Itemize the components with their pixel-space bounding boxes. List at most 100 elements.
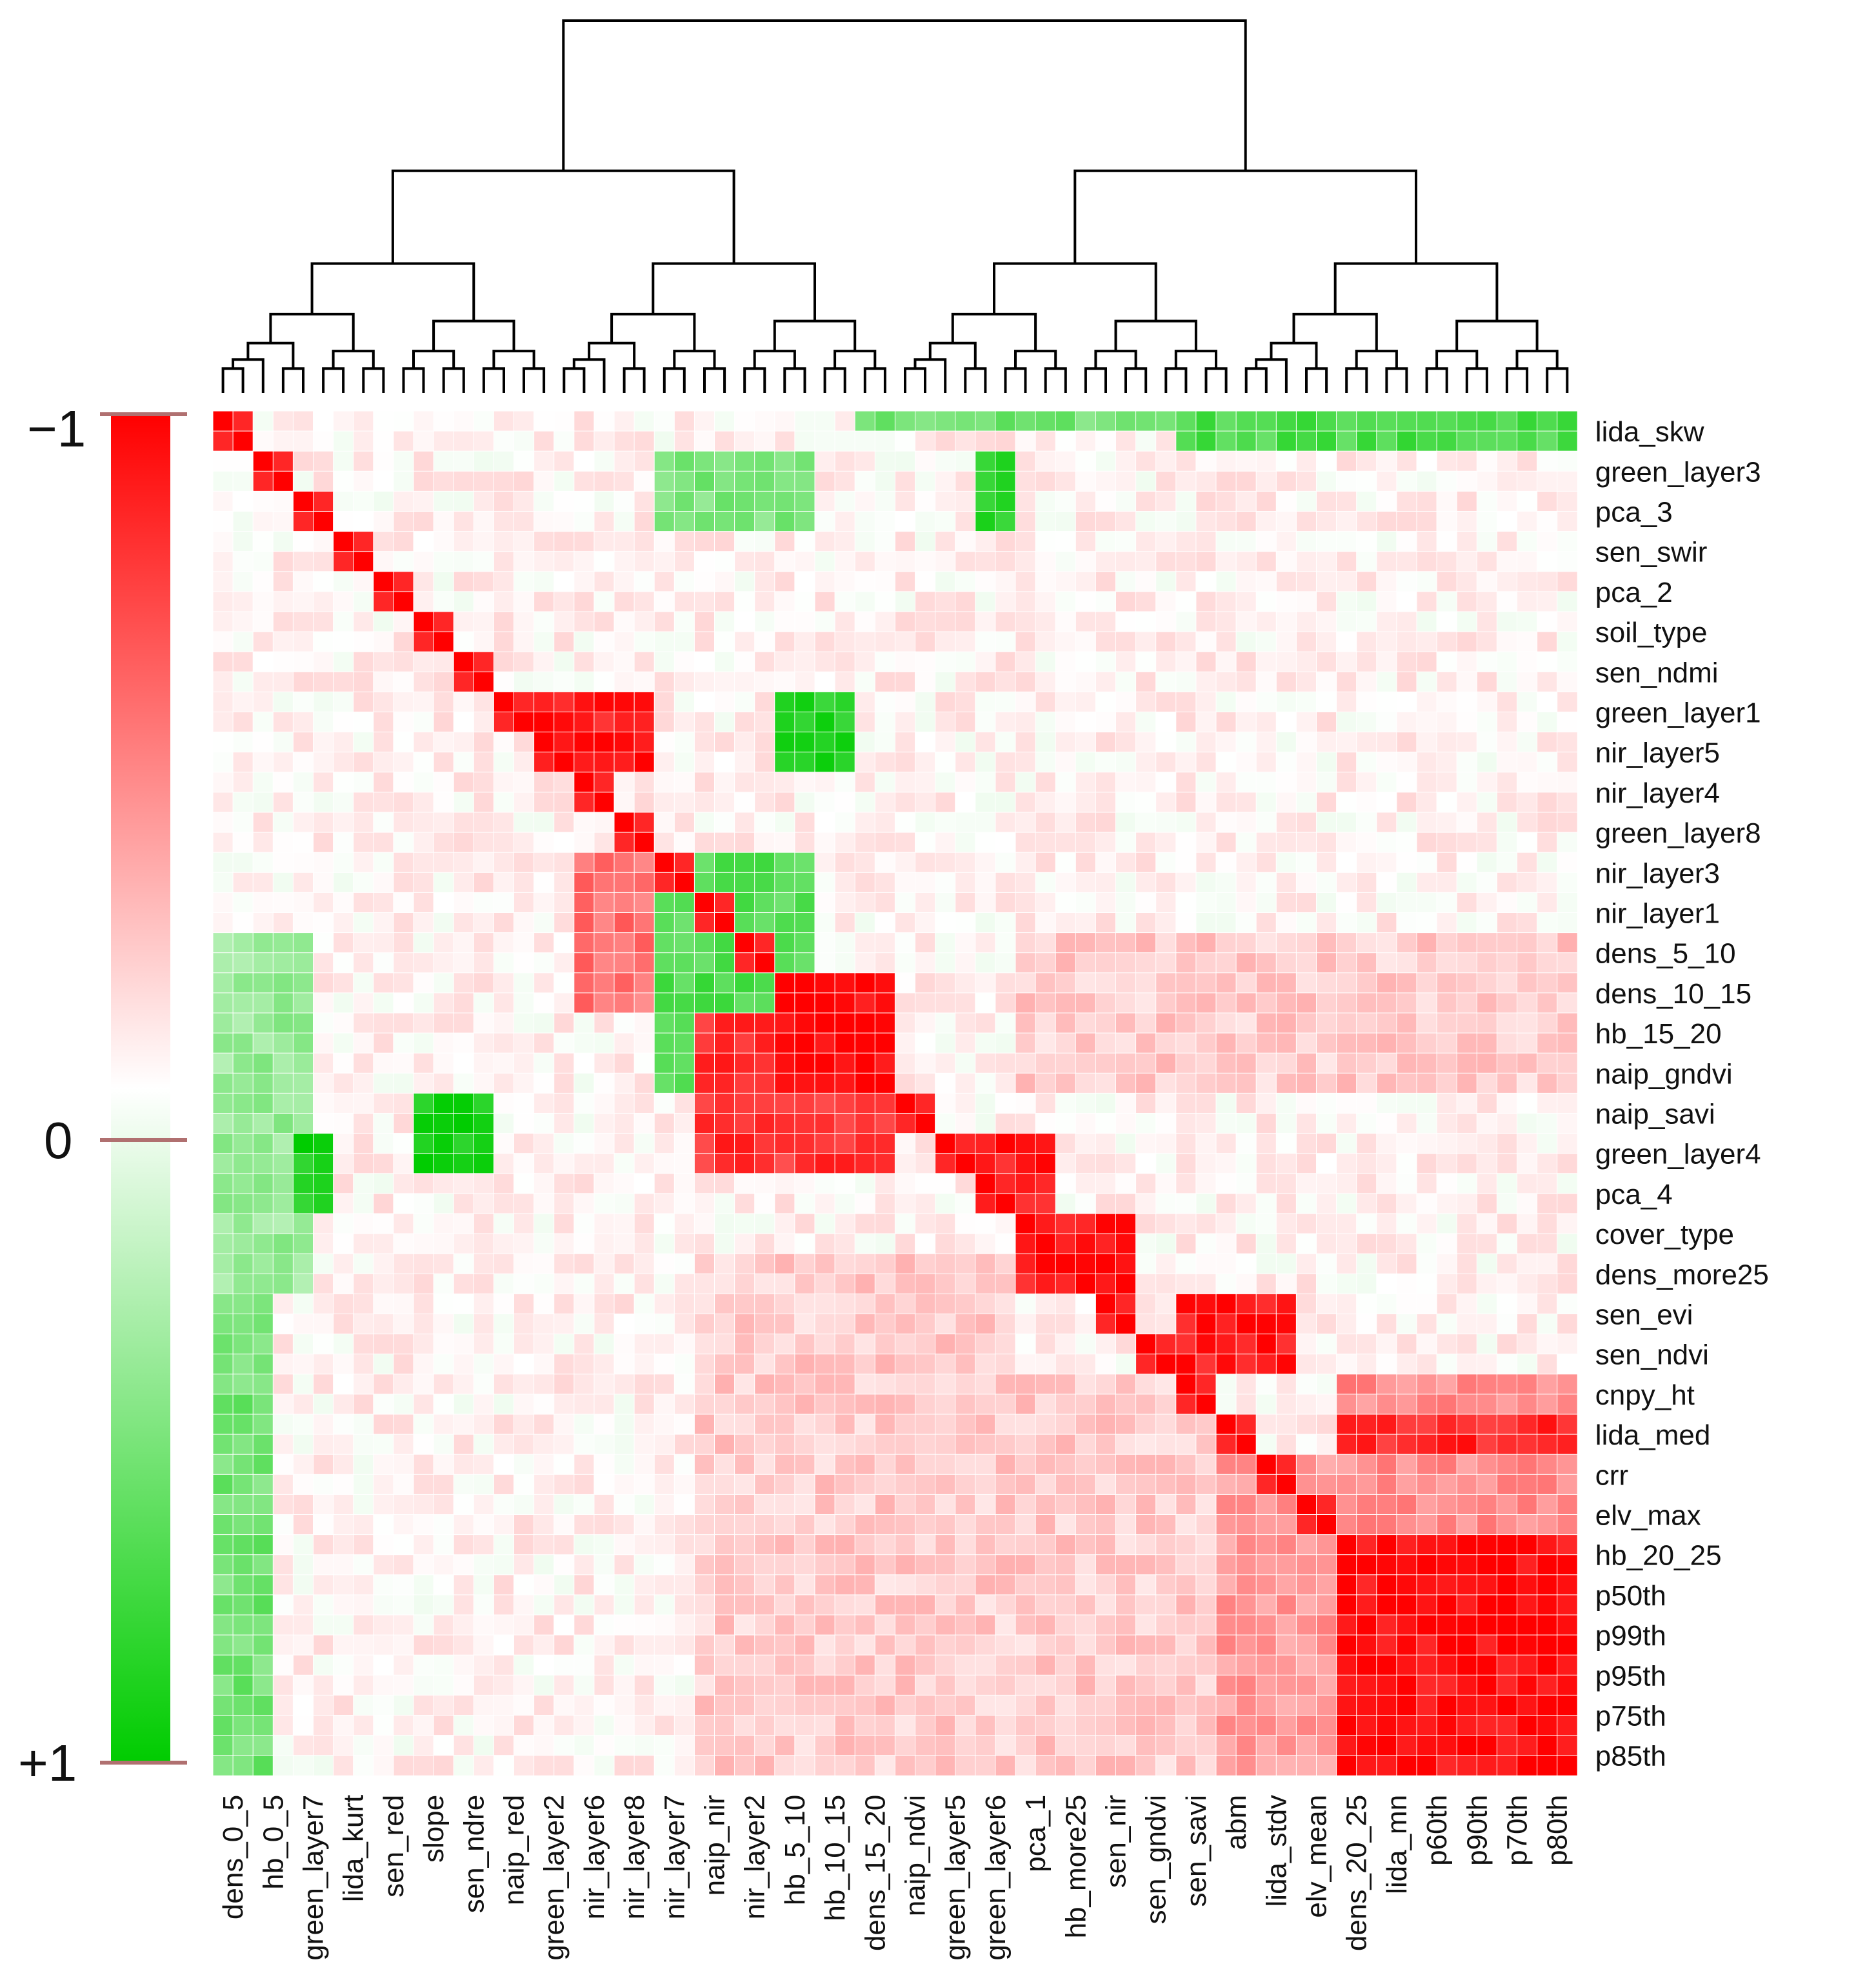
heatmap-cell: [473, 1133, 495, 1154]
heatmap-cell: [995, 1534, 1017, 1556]
heatmap-cell: [1055, 972, 1077, 994]
heatmap-cell: [1537, 1374, 1558, 1395]
heatmap-cell: [1356, 1253, 1377, 1275]
heatmap-cell: [514, 1374, 535, 1395]
heatmap-cell: [894, 551, 916, 572]
heatmap-cell: [292, 1153, 314, 1174]
heatmap-cell: [373, 1534, 394, 1556]
heatmap-cell: [674, 490, 695, 512]
heatmap-cell: [594, 430, 615, 452]
heatmap-cell: [694, 752, 715, 773]
heatmap-cell: [854, 792, 876, 814]
heatmap-cell: [1376, 1434, 1397, 1456]
heatmap-cell: [935, 1494, 956, 1516]
heatmap-cell: [1115, 892, 1137, 914]
heatmap-cell: [1275, 992, 1297, 1014]
heatmap-cell: [1255, 490, 1277, 512]
heatmap-cell: [794, 972, 816, 994]
heatmap-cell: [1557, 752, 1578, 773]
heatmap-cell: [1195, 1213, 1217, 1235]
heatmap-cell: [935, 1414, 956, 1436]
heatmap-cell: [654, 1213, 675, 1235]
heatmap-cell: [272, 1233, 294, 1255]
heatmap-cell: [433, 972, 455, 994]
heatmap-cell: [473, 1674, 495, 1696]
heatmap-cell: [493, 1374, 515, 1395]
heatmap-cell: [313, 1634, 334, 1656]
heatmap-cell: [654, 952, 675, 974]
heatmap-cell: [634, 611, 655, 633]
heatmap-cell: [955, 1113, 976, 1134]
heatmap-cell: [1115, 1534, 1137, 1556]
heatmap-cell: [232, 1674, 254, 1696]
heatmap-cell: [935, 1735, 956, 1756]
heatmap-cell: [1376, 752, 1397, 773]
heatmap-cell: [1396, 812, 1417, 834]
heatmap-cell: [373, 490, 394, 512]
heatmap-cell: [1215, 1193, 1237, 1215]
heatmap-cell: [353, 1494, 374, 1516]
heatmap-cell: [1055, 752, 1077, 773]
heatmap-cell: [714, 972, 735, 994]
heatmap-cell: [333, 1594, 354, 1616]
heatmap-cell: [1215, 752, 1237, 773]
heatmap-cell: [694, 1715, 715, 1736]
heatmap-cell: [1255, 1293, 1277, 1315]
heatmap-cell: [774, 1755, 795, 1776]
heatmap-cell: [1416, 1032, 1438, 1054]
heatmap-cell: [1135, 1052, 1157, 1074]
heatmap-cell: [1115, 1293, 1137, 1315]
heatmap-cell: [574, 571, 595, 592]
heatmap-cell: [1175, 1735, 1197, 1756]
heatmap-cell: [373, 1514, 394, 1536]
heatmap-cell: [1055, 1694, 1077, 1716]
heatmap-cell: [393, 852, 415, 874]
heatmap-cell: [1255, 1374, 1277, 1395]
heatmap-cell: [614, 772, 635, 793]
heatmap-cell: [393, 772, 415, 793]
heatmap-cell: [453, 1735, 475, 1756]
heatmap-cell: [333, 430, 354, 452]
heatmap-cell: [252, 1032, 274, 1054]
heatmap-cell: [694, 812, 715, 834]
heatmap-cell: [534, 1273, 555, 1295]
heatmap-cell: [594, 952, 615, 974]
heatmap-cell: [674, 712, 695, 733]
heatmap-cell: [473, 1755, 495, 1776]
heatmap-cell: [594, 611, 615, 633]
heatmap-cell: [1135, 1494, 1157, 1516]
heatmap-cell: [614, 1334, 635, 1355]
heatmap-cell: [313, 932, 334, 954]
heatmap-cell: [1155, 912, 1177, 934]
heatmap-cell: [1396, 511, 1417, 532]
heatmap-cell: [915, 1113, 936, 1134]
heatmap-cell: [915, 772, 936, 793]
heatmap-cell: [313, 1494, 334, 1516]
heatmap-cell: [935, 792, 956, 814]
heatmap-cell: [874, 1072, 896, 1094]
heatmap-cell: [1436, 1514, 1458, 1536]
heatmap-cell: [1175, 972, 1197, 994]
row-label: naip_gndvi: [1595, 1058, 1733, 1090]
heatmap-cell: [1235, 1454, 1257, 1476]
heatmap-cell: [1396, 1173, 1417, 1194]
heatmap-cell: [955, 1414, 976, 1436]
dendrogram-branch: [246, 341, 295, 369]
heatmap-cell: [915, 1072, 936, 1094]
heatmap-cell: [353, 1554, 374, 1576]
heatmap-cell: [774, 832, 795, 854]
heatmap-cell: [1476, 832, 1498, 854]
heatmap-cell: [694, 912, 715, 934]
heatmap-cell: [1175, 1253, 1197, 1275]
heatmap-cell: [534, 1514, 555, 1536]
heatmap-cell: [453, 732, 475, 753]
heatmap-cell: [433, 651, 455, 673]
heatmap-cell: [1095, 591, 1117, 613]
heatmap-cell: [1115, 671, 1137, 693]
heatmap-cell: [1295, 1092, 1317, 1114]
heatmap-cell: [1316, 1454, 1337, 1476]
heatmap-cell: [292, 611, 314, 633]
heatmap-cell: [413, 1755, 435, 1776]
heatmap-cell: [1537, 1092, 1558, 1114]
heatmap-cell: [493, 1012, 515, 1034]
